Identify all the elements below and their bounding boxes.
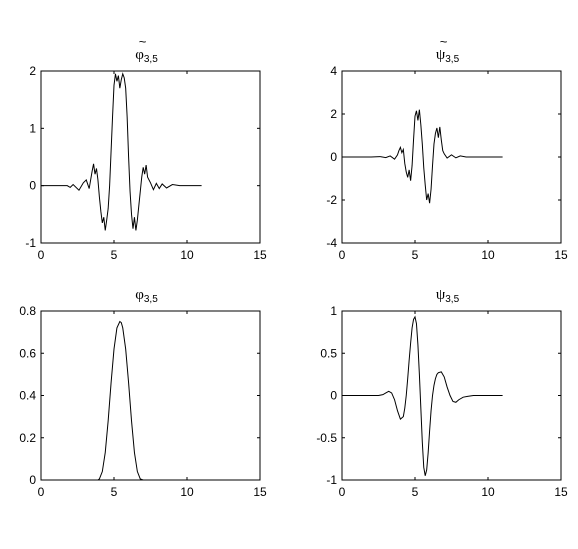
x-tick-label: 5 bbox=[111, 485, 118, 499]
x-tick-label: 10 bbox=[180, 248, 194, 262]
y-tick-label: 0.6 bbox=[19, 346, 36, 360]
x-tick-label: 5 bbox=[412, 248, 419, 262]
x-tick-label: 15 bbox=[554, 485, 568, 499]
y-tick-label: 0 bbox=[29, 179, 36, 193]
y-tick-label: 0.2 bbox=[19, 431, 36, 445]
y-tick-label: 0.4 bbox=[19, 389, 36, 403]
y-tick-label: 1 bbox=[330, 304, 337, 318]
y-tick-label: -0.5 bbox=[316, 431, 337, 445]
x-tick-label: 15 bbox=[554, 248, 568, 262]
subplot-2: 0 5 10 15 -4 -2 0 2 4 ψ3,5~ bbox=[326, 34, 568, 262]
chart-title: ψ3,5 bbox=[436, 287, 460, 305]
chart-title: ψ3,5 bbox=[436, 47, 460, 65]
x-tick-label: 15 bbox=[253, 248, 267, 262]
y-tick-label: -1 bbox=[326, 473, 337, 487]
x-tick-label: 10 bbox=[481, 248, 495, 262]
x-tick-label: 5 bbox=[412, 485, 419, 499]
subplot-3: 0 5 10 15 0 0.2 0.4 0.6 0.8 φ3,5 bbox=[19, 287, 267, 499]
y-tick-label: -4 bbox=[326, 236, 337, 250]
x-tick-label: 0 bbox=[38, 485, 45, 499]
y-tick-label: 0 bbox=[29, 473, 36, 487]
x-tick-label: 0 bbox=[38, 248, 45, 262]
y-tick-label: 1 bbox=[29, 121, 36, 135]
y-tick-label: 2 bbox=[29, 64, 36, 78]
x-tick-label: 15 bbox=[253, 485, 267, 499]
series-line bbox=[41, 72, 202, 231]
chart-title: φ3,5 bbox=[135, 47, 158, 65]
x-tick-label: 10 bbox=[180, 485, 194, 499]
title-tilde: ~ bbox=[440, 34, 448, 49]
x-tick-label: 0 bbox=[339, 248, 346, 262]
axes-box bbox=[40, 70, 261, 244]
x-tick-label: 5 bbox=[111, 248, 118, 262]
subplot-4: 0 5 10 15 -1 -0.5 0 0.5 1 ψ3,5 bbox=[316, 287, 568, 499]
y-tick-label: -2 bbox=[326, 193, 337, 207]
title-tilde: ~ bbox=[139, 34, 147, 49]
y-tick-label: 0.5 bbox=[320, 346, 337, 360]
y-tick-label: 0 bbox=[330, 150, 337, 164]
series-line bbox=[342, 315, 503, 476]
y-tick-label: 0 bbox=[330, 389, 337, 403]
x-tick-label: 10 bbox=[481, 485, 495, 499]
series-line bbox=[342, 109, 503, 204]
y-tick-label: 0.8 bbox=[19, 304, 36, 318]
series-line bbox=[41, 320, 202, 481]
y-tick-label: 2 bbox=[330, 107, 337, 121]
axes-box bbox=[40, 310, 261, 481]
y-tick-label: 4 bbox=[330, 64, 337, 78]
y-tick-label: -1 bbox=[25, 236, 36, 250]
chart-title: φ3,5 bbox=[135, 287, 158, 305]
x-tick-label: 0 bbox=[339, 485, 346, 499]
